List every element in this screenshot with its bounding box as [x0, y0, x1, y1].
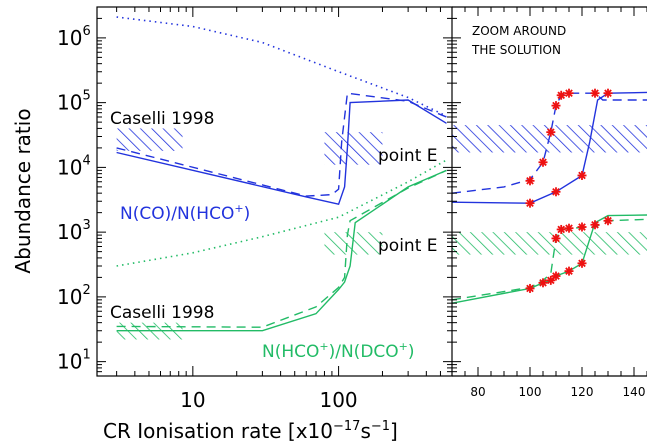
- zoom-marker-point: [556, 224, 566, 234]
- right-series-zoom-dco-dashed: [452, 218, 647, 301]
- zoom-x-tick-label: 80: [470, 385, 485, 399]
- zoom-marker-point: [590, 220, 600, 230]
- zoom-marker-point: [577, 258, 587, 268]
- annotation-caselli-top: Caselli 1998: [110, 109, 214, 129]
- y-tick-label: 102: [57, 283, 91, 309]
- zoom-marker-point: [564, 266, 574, 276]
- y-axis-label: Abundance ratio: [11, 108, 35, 273]
- zoom-marker-point: [525, 176, 535, 186]
- zoom-title-line1: ZOOM AROUND: [472, 24, 566, 38]
- zoom-marker-point: [546, 127, 556, 137]
- zoom-marker-point: [603, 88, 613, 98]
- right-series-zoom-dco-solid: [452, 214, 647, 304]
- y-tick-label: 105: [57, 89, 91, 115]
- left-series-co-hco-dashed: [116, 92, 447, 197]
- zoom-x-tick-label: 120: [571, 385, 594, 399]
- annotation-caselli-bottom: Caselli 1998: [110, 303, 214, 323]
- right-band-zoom-dco-band: [452, 232, 647, 255]
- zoom-marker-point: [525, 283, 535, 293]
- zoom-title-line2: THE SOLUTION: [471, 43, 561, 57]
- annotation-pointE-bottom: point E: [378, 236, 438, 256]
- left-plot-frame: [96, 6, 453, 377]
- zoom-x-tick-label: 100: [519, 385, 542, 399]
- zoom-marker-point: [551, 233, 561, 243]
- y-tick-label: 104: [57, 153, 91, 179]
- left-band-pointE-co: [324, 132, 383, 165]
- zoom-marker-point: [538, 157, 548, 167]
- y-tick-label: 101: [57, 348, 91, 374]
- left-series-co-hco-dotted: [116, 16, 447, 117]
- zoom-marker-point: [577, 222, 587, 232]
- zoom-marker-point: [590, 88, 600, 98]
- left-band-caselli-co: [116, 128, 183, 151]
- zoom-marker-point: [603, 216, 613, 226]
- zoom-marker-point: [564, 223, 574, 233]
- zoom-marker-point: [525, 198, 535, 208]
- annotation-pointE-top: point E: [378, 146, 438, 166]
- left-series-hco-dco-dashed: [116, 169, 447, 328]
- zoom-marker-point: [551, 187, 561, 197]
- annotation-co-label: N(CO)/N(HCO+): [120, 202, 250, 224]
- zoom-marker-point: [564, 88, 574, 98]
- y-tick-label: 103: [57, 218, 91, 244]
- zoom-marker-point: [538, 278, 548, 288]
- annotation-dco-label: N(HCO+)/N(DCO+): [262, 340, 415, 362]
- left-series-hco-dco-dotted: [116, 159, 447, 267]
- zoom-x-tick-label: 140: [623, 385, 646, 399]
- zoom-marker-point: [577, 170, 587, 180]
- x-tick-label: 100: [319, 388, 357, 412]
- zoom-marker-point: [556, 90, 566, 100]
- left-series-hco-dco-solid: [116, 169, 447, 332]
- zoom-marker-point: [551, 271, 561, 281]
- y-tick-label: 106: [57, 24, 91, 50]
- x-axis-label: CR Ionisation rate [x10−17s−1]: [103, 419, 398, 443]
- zoom-marker-point: [551, 101, 561, 111]
- x-tick-label: 10: [180, 388, 205, 412]
